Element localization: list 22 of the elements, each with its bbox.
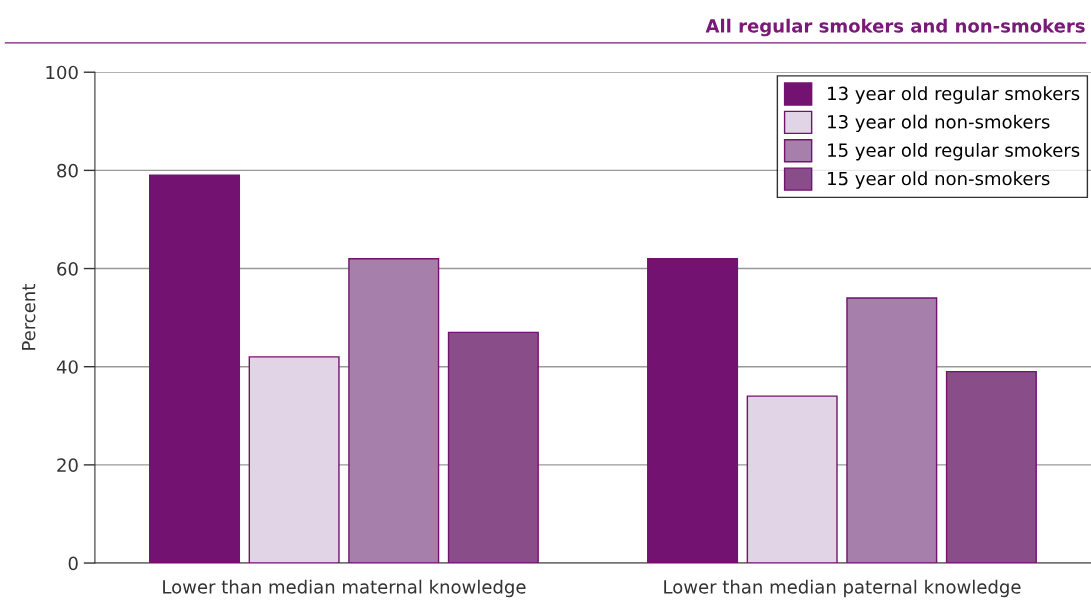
y-tick-label: 20 <box>57 458 78 472</box>
bar <box>945 370 1037 564</box>
legend-label: 13 year old non-smokers <box>828 114 1050 133</box>
y-tick-label: 0 <box>68 556 78 571</box>
y-tick-label: 80 <box>57 163 78 178</box>
bar <box>746 395 838 564</box>
y-axis-title: Percent <box>22 284 36 350</box>
bar <box>348 258 440 564</box>
legend-label: 15 year old regular smokers <box>828 143 1080 161</box>
x-tick-label: Lower than median maternal knowledge <box>163 579 526 598</box>
legend-label: 15 year old non-smokers <box>828 171 1050 189</box>
legend-label: 13 year old regular smokers <box>828 86 1080 104</box>
bar <box>248 356 340 564</box>
bar <box>447 331 539 564</box>
y-tick-label: 60 <box>57 262 78 276</box>
y-tick-label: 100 <box>46 65 78 80</box>
chart-title: All regular smokers and non-smokers <box>705 18 1085 37</box>
y-tick-label: 40 <box>56 360 78 374</box>
x-tick-label: Lower than median paternal knowledge <box>664 579 1021 598</box>
bar <box>846 297 938 564</box>
bar <box>647 258 739 564</box>
bar <box>149 174 241 564</box>
